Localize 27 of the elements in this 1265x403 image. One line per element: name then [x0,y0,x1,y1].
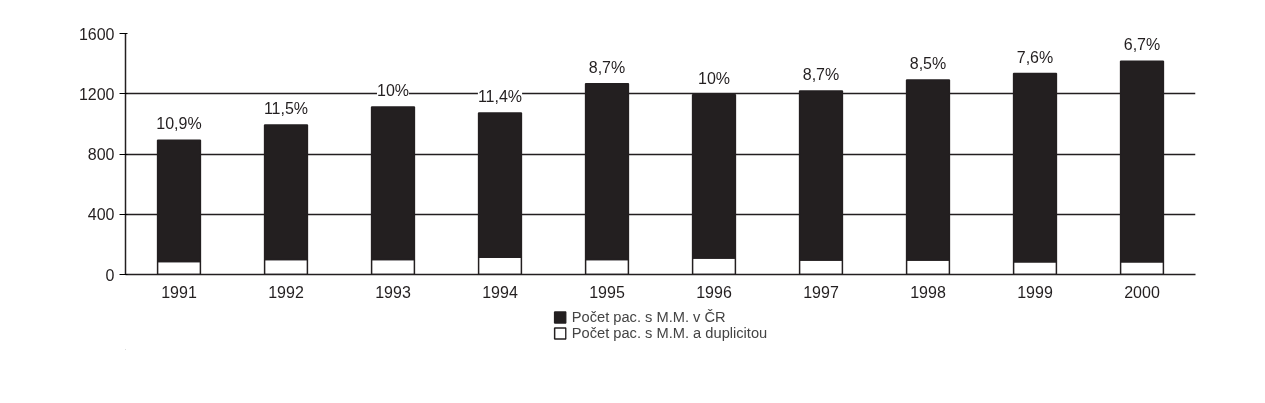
y-tick-label: 1200 [78,85,115,103]
y-tick-label: 1600 [78,25,115,43]
annotation: 8,5% [909,54,947,72]
legend-label: Počet pac. s M.M. v ČR [571,309,726,325]
x-tick-label: 1994 [482,283,518,301]
x-tick-label: 1995 [589,283,625,301]
annotation: 10% [376,82,410,99]
annotation: 11,5% [263,100,309,118]
annotation: 6,7% [1123,36,1161,54]
y-tick-label: 400 [87,206,115,224]
x-tick-label: 1992 [268,283,304,301]
x-tick-label: 1998 [910,283,946,301]
annotation: 8,7% [588,58,626,76]
y-tick-label: 800 [87,146,115,163]
x-tick-label: 2000 [1124,283,1160,301]
x-tick-label: 1991 [161,283,197,301]
annotation: 10% [697,69,731,87]
annotation: 10,9% [156,115,202,133]
annotation: 7,6% [1016,48,1054,66]
x-tick-label: 1997 [803,283,839,301]
x-tick-label: 1996 [696,283,732,301]
annotation: 8,7% [802,65,840,83]
legend-label: Počet pac. s M.M. a duplicitou [571,325,768,341]
y-tick-label: 0 [105,266,115,284]
x-tick-label: 1999 [1017,283,1053,301]
annotation: 11,4% [477,88,523,106]
x-tick-label: 1993 [375,283,411,301]
